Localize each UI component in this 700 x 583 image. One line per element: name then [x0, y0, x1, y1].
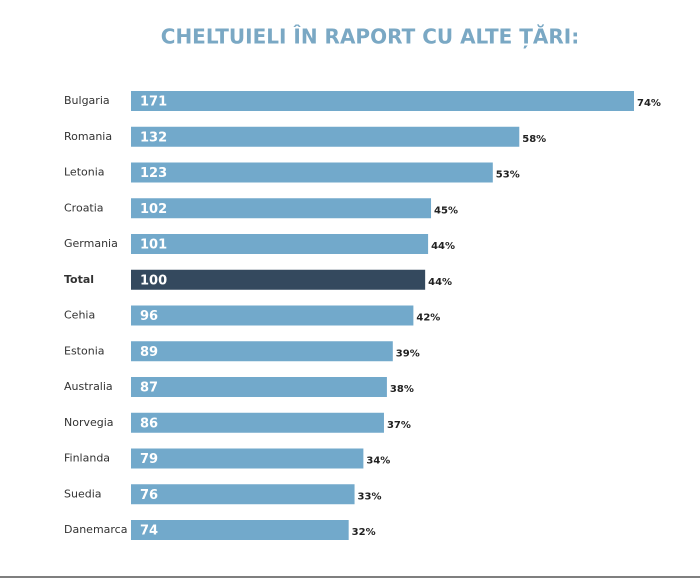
percentage-label: 74%	[637, 98, 661, 109]
percentage-label: 42%	[416, 313, 440, 324]
category-label: Cehia	[64, 309, 95, 322]
category-label: Norvegia	[64, 416, 114, 429]
percentage-label: 39%	[396, 348, 420, 359]
percentage-label: 53%	[496, 170, 520, 181]
bar	[131, 448, 364, 469]
percentage-label: 32%	[352, 527, 376, 538]
percentage-label: 44%	[431, 241, 455, 252]
value-label: 123	[140, 166, 167, 181]
category-label: Suedia	[64, 487, 102, 500]
bar	[131, 377, 387, 397]
bar	[131, 91, 634, 111]
value-label: 87	[140, 381, 158, 396]
percentage-label: 38%	[390, 384, 414, 395]
bar	[131, 234, 429, 254]
percentage-label: 34%	[366, 456, 390, 467]
percentage-label: 37%	[387, 420, 411, 431]
value-label: 89	[140, 345, 158, 360]
value-label: 74	[140, 524, 158, 539]
bar	[131, 341, 393, 362]
category-label: Australia	[64, 380, 113, 393]
category-label: Total	[64, 273, 94, 286]
percentage-label: 44%	[428, 277, 452, 288]
category-label: Letonia	[64, 166, 105, 179]
category-label: Finlanda	[64, 452, 110, 465]
category-label: Bulgaria	[64, 94, 110, 107]
category-label: Estonia	[64, 344, 105, 357]
value-label: 86	[140, 416, 158, 431]
value-label: 96	[140, 309, 158, 324]
bar	[131, 198, 432, 219]
category-label: Romania	[64, 130, 112, 143]
bar	[131, 269, 426, 290]
category-label: Germania	[64, 237, 118, 250]
percentage-label: 58%	[522, 134, 546, 145]
category-label: Danemarca	[64, 523, 127, 536]
value-label: 79	[140, 452, 158, 467]
value-label: 76	[140, 488, 158, 503]
value-label: 171	[140, 95, 167, 110]
chart-title: CHELTUIELI ÎN RAPORT CU ALTE ȚĂRI:	[161, 25, 579, 49]
bar	[131, 126, 520, 147]
value-label: 132	[140, 130, 167, 145]
bar	[131, 484, 355, 505]
value-label: 100	[140, 273, 167, 288]
value-label: 101	[140, 238, 167, 253]
percentage-label: 33%	[358, 491, 382, 502]
bar	[131, 162, 493, 183]
value-label: 102	[140, 202, 167, 217]
bar	[131, 305, 414, 326]
percentage-label: 45%	[434, 205, 458, 216]
bar	[131, 412, 384, 433]
category-label: Croatia	[64, 201, 104, 214]
bar	[131, 520, 349, 540]
